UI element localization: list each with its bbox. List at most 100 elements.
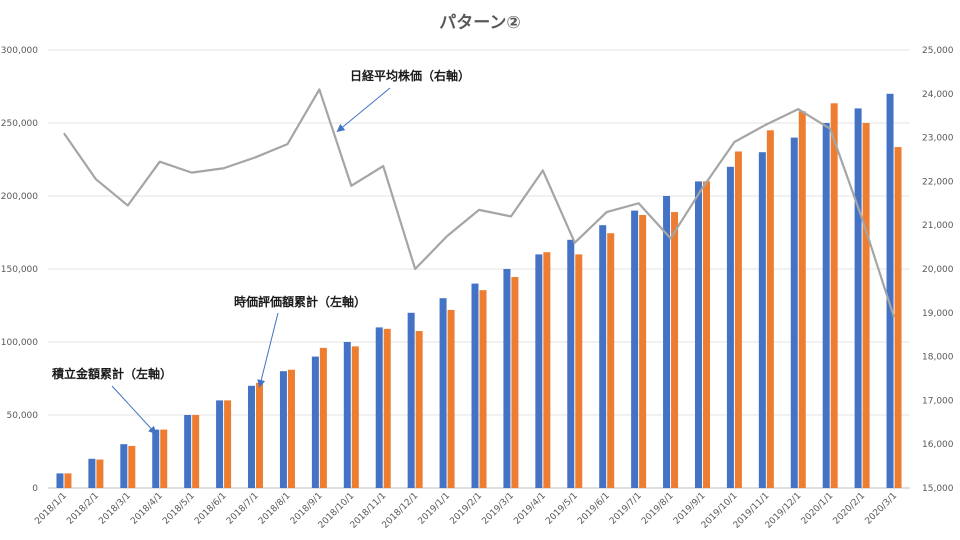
nikkei-line xyxy=(63,88,896,318)
bar-market-value xyxy=(128,445,136,488)
bar-contribution xyxy=(599,225,607,488)
left-tick-label: 100,000 xyxy=(1,338,38,348)
bar-market-value xyxy=(415,331,423,488)
bar-contribution xyxy=(535,254,543,488)
bar-contribution xyxy=(88,458,96,488)
bar-contribution xyxy=(439,298,447,488)
bar-market-value xyxy=(830,103,838,488)
left-tick-label: 250,000 xyxy=(1,119,38,129)
bar-contribution xyxy=(375,327,383,488)
right-tick-label: 23,000 xyxy=(922,134,954,144)
bar-contribution xyxy=(120,444,128,488)
gridlines xyxy=(48,49,910,489)
bar-contribution xyxy=(886,93,894,489)
x-tick-label: 2018/6/1 xyxy=(193,491,229,527)
bar-market-value xyxy=(319,347,327,488)
bar-contribution xyxy=(152,429,160,488)
annotation-arrow xyxy=(111,385,157,435)
x-tick-label: 2019/7/1 xyxy=(608,491,644,527)
x-tick-label: 2019/4/1 xyxy=(512,491,548,527)
right-tick-label: 16,000 xyxy=(922,440,954,450)
right-axis-ticks: 15,000 16,000 17,000 18,000 19,000 20,000 21,0… xyxy=(922,46,954,494)
bar-market-value xyxy=(639,214,647,489)
bar-contribution xyxy=(694,181,702,488)
right-tick-label: 18,000 xyxy=(922,353,954,363)
bar-market-value xyxy=(351,346,359,488)
x-tick-label: 2019/2/1 xyxy=(448,491,484,527)
bar-market-value xyxy=(224,400,232,488)
bar-market-value xyxy=(575,254,583,488)
bar-contribution xyxy=(407,312,415,488)
bar-market-value xyxy=(64,473,72,488)
bar-market-value xyxy=(160,429,168,488)
bar-market-value xyxy=(256,382,264,488)
bar-contribution xyxy=(56,473,64,488)
right-tick-label: 15,000 xyxy=(922,484,954,494)
bar-contribution xyxy=(631,210,639,488)
chart-title: パターン② xyxy=(439,13,521,33)
bar-market-value xyxy=(447,309,455,488)
x-tick-label: 2018/7/1 xyxy=(225,491,261,527)
line-series xyxy=(63,88,896,318)
x-axis-ticks: 2018/1/12018/2/12018/3/12018/4/12018/5/1… xyxy=(33,491,899,531)
bar-market-value xyxy=(766,130,774,489)
right-tick-label: 20,000 xyxy=(922,265,954,275)
left-axis-ticks: 0 50,000 100,000 150,000 200,000 250,000 300,0… xyxy=(1,46,38,494)
left-tick-label: 300,000 xyxy=(1,46,38,56)
x-tick-label: 2019/8/1 xyxy=(640,491,676,527)
bar-contribution xyxy=(184,415,192,488)
left-tick-label: 150,000 xyxy=(1,265,38,275)
bar-contribution xyxy=(343,342,351,488)
bar-contribution xyxy=(663,196,671,488)
bar-contribution xyxy=(216,400,224,488)
right-tick-label: 24,000 xyxy=(922,90,954,100)
bar-market-value xyxy=(702,181,710,488)
x-tick-label: 2018/4/1 xyxy=(129,491,165,527)
left-tick-label: 0 xyxy=(32,484,38,494)
x-tick-label: 2020/2/1 xyxy=(832,491,868,527)
bar-market-value xyxy=(862,123,870,488)
x-tick-label: 2019/1/1 xyxy=(417,491,453,527)
x-tick-label: 2020/3/1 xyxy=(864,491,900,527)
x-tick-label: 2018/8/1 xyxy=(257,491,293,527)
left-tick-label: 200,000 xyxy=(1,192,38,202)
bar-market-value xyxy=(192,415,200,488)
annotation-label: 積立金額累計（左軸） xyxy=(51,366,172,381)
bar-series xyxy=(56,93,902,489)
bar-market-value xyxy=(607,233,615,488)
bar-contribution xyxy=(248,385,256,488)
bar-contribution xyxy=(503,269,511,488)
bar-market-value xyxy=(479,290,487,488)
annotation-label: 時価評価額累計（左軸） xyxy=(234,294,366,309)
right-tick-label: 25,000 xyxy=(922,46,954,56)
bar-market-value xyxy=(543,252,551,488)
right-tick-label: 22,000 xyxy=(922,177,954,187)
bar-contribution xyxy=(758,152,766,488)
annotation-arrow xyxy=(336,87,391,133)
bar-market-value xyxy=(798,111,806,488)
bar-contribution xyxy=(567,239,575,488)
right-tick-label: 21,000 xyxy=(922,221,954,231)
bar-market-value xyxy=(671,212,679,488)
bar-contribution xyxy=(854,108,862,489)
bar-contribution xyxy=(790,137,798,488)
annotation-label: 日経平均株価（右軸） xyxy=(350,68,470,83)
x-tick-label: 2019/5/1 xyxy=(544,491,580,527)
bar-contribution xyxy=(726,166,734,489)
right-tick-label: 19,000 xyxy=(922,309,954,319)
bar-contribution xyxy=(279,371,287,488)
bar-market-value xyxy=(734,151,742,488)
x-tick-label: 2018/3/1 xyxy=(97,491,133,527)
bar-market-value xyxy=(96,459,104,488)
x-tick-label: 2019/6/1 xyxy=(576,491,612,527)
x-tick-label: 2018/2/1 xyxy=(65,491,101,527)
bar-market-value xyxy=(511,277,519,488)
bar-market-value xyxy=(287,369,295,488)
x-tick-label: 2020/1/1 xyxy=(800,491,836,527)
x-tick-label: 2018/5/1 xyxy=(161,491,197,527)
annotation-arrow xyxy=(257,312,279,388)
x-tick-label: 2019/3/1 xyxy=(480,491,516,527)
bar-contribution xyxy=(311,356,319,488)
bar-market-value xyxy=(383,328,391,488)
